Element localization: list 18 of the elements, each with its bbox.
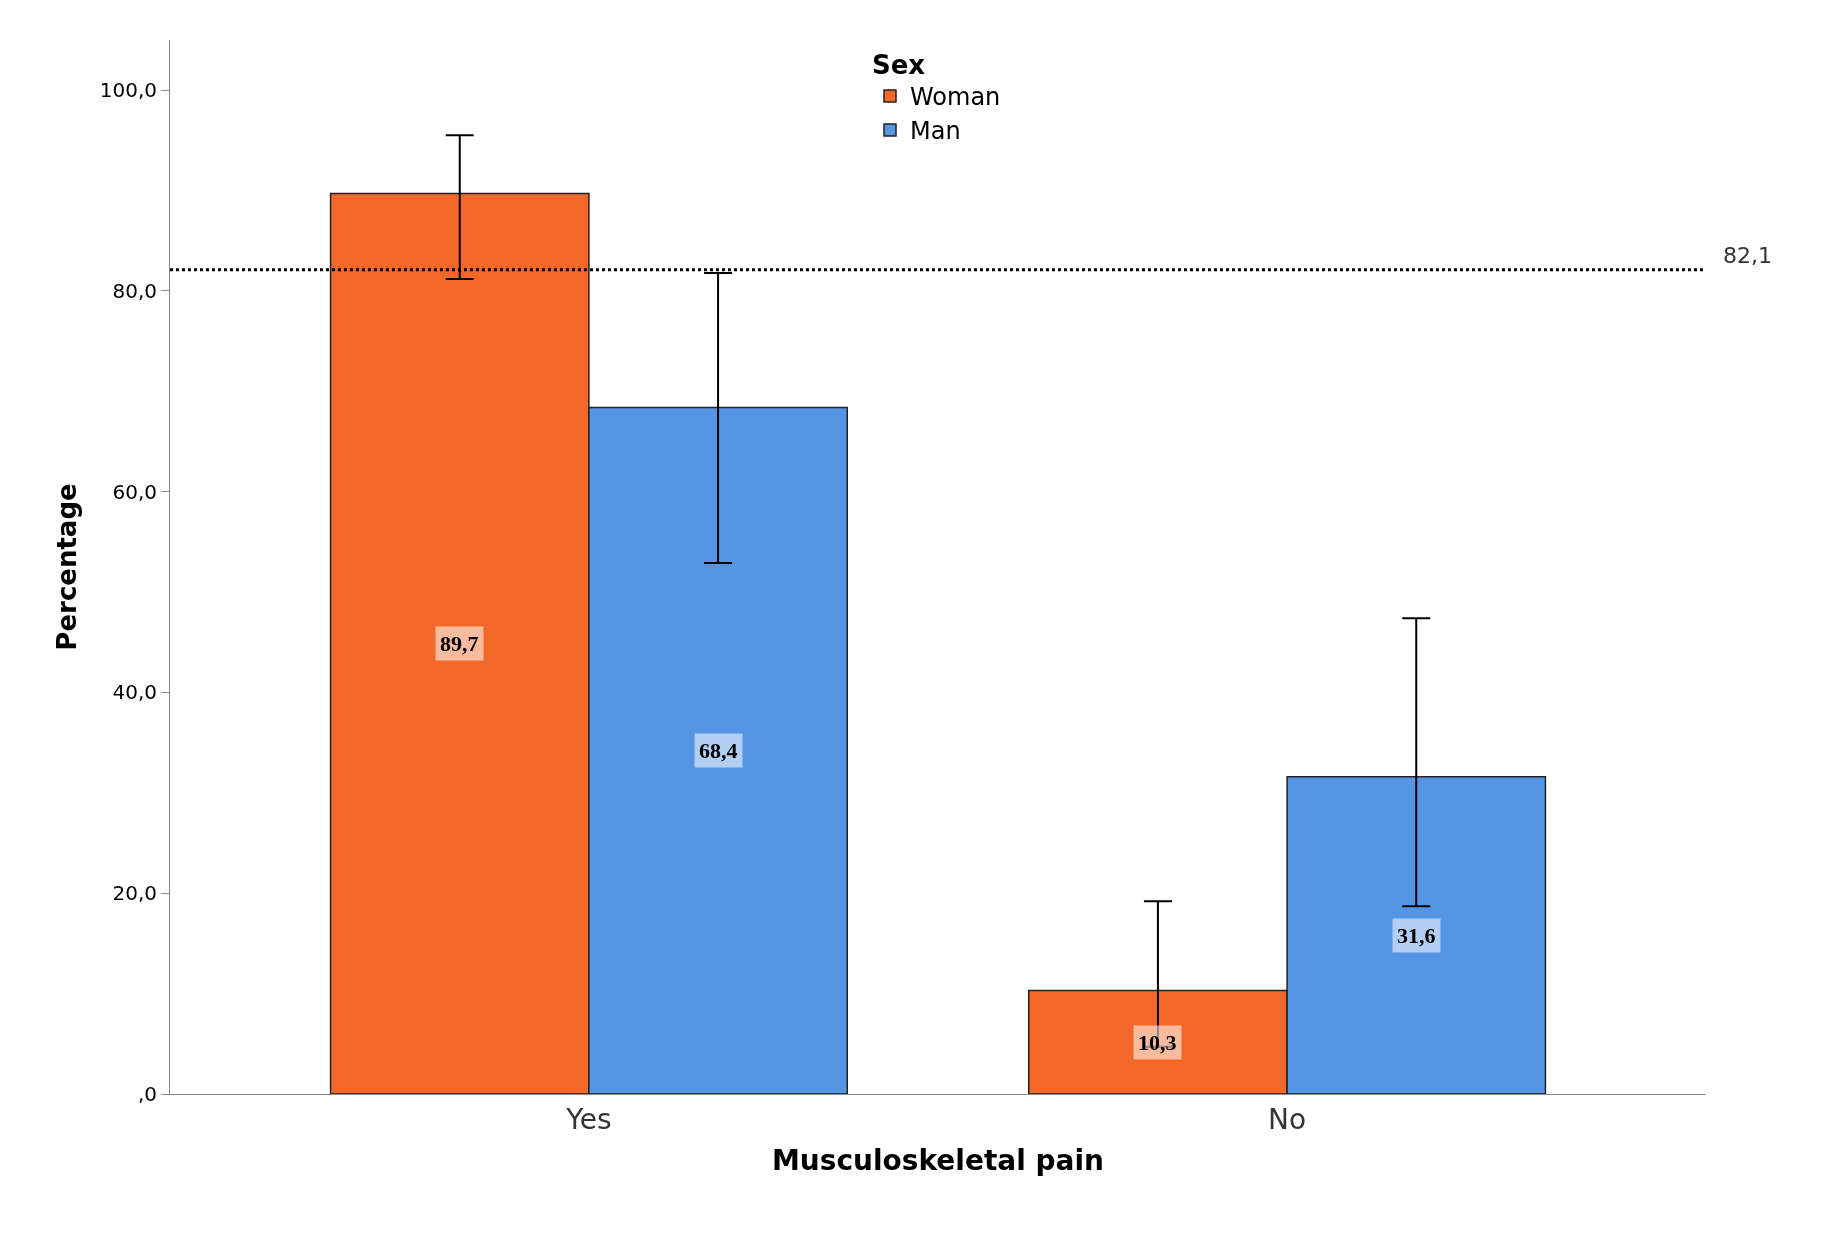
legend-title: Sex <box>872 49 926 80</box>
y-tick-label: 60,0 <box>112 479 157 504</box>
y-tick-label: 40,0 <box>112 680 157 705</box>
data-label: 10,3 <box>1138 1030 1177 1055</box>
x-tick-label: No <box>1268 1102 1307 1136</box>
data-label: 89,7 <box>440 631 479 656</box>
ref-line-label: 82,1 <box>1723 243 1772 268</box>
legend-label: Man <box>910 117 961 146</box>
legend-label: Woman <box>910 83 1001 112</box>
data-label: 31,6 <box>1397 923 1436 948</box>
y-axis-title: Percentage <box>52 483 83 651</box>
data-label: 68,4 <box>699 738 738 763</box>
x-tick-label: Yes <box>565 1102 612 1136</box>
y-tick-label: ,0 <box>137 1082 157 1106</box>
y-tick-label: 100,0 <box>99 78 157 103</box>
x-axis-title: Musculoskeletal pain <box>771 1143 1105 1177</box>
y-tick-label: 20,0 <box>112 881 157 906</box>
y-tick-label: 80,0 <box>112 278 157 303</box>
